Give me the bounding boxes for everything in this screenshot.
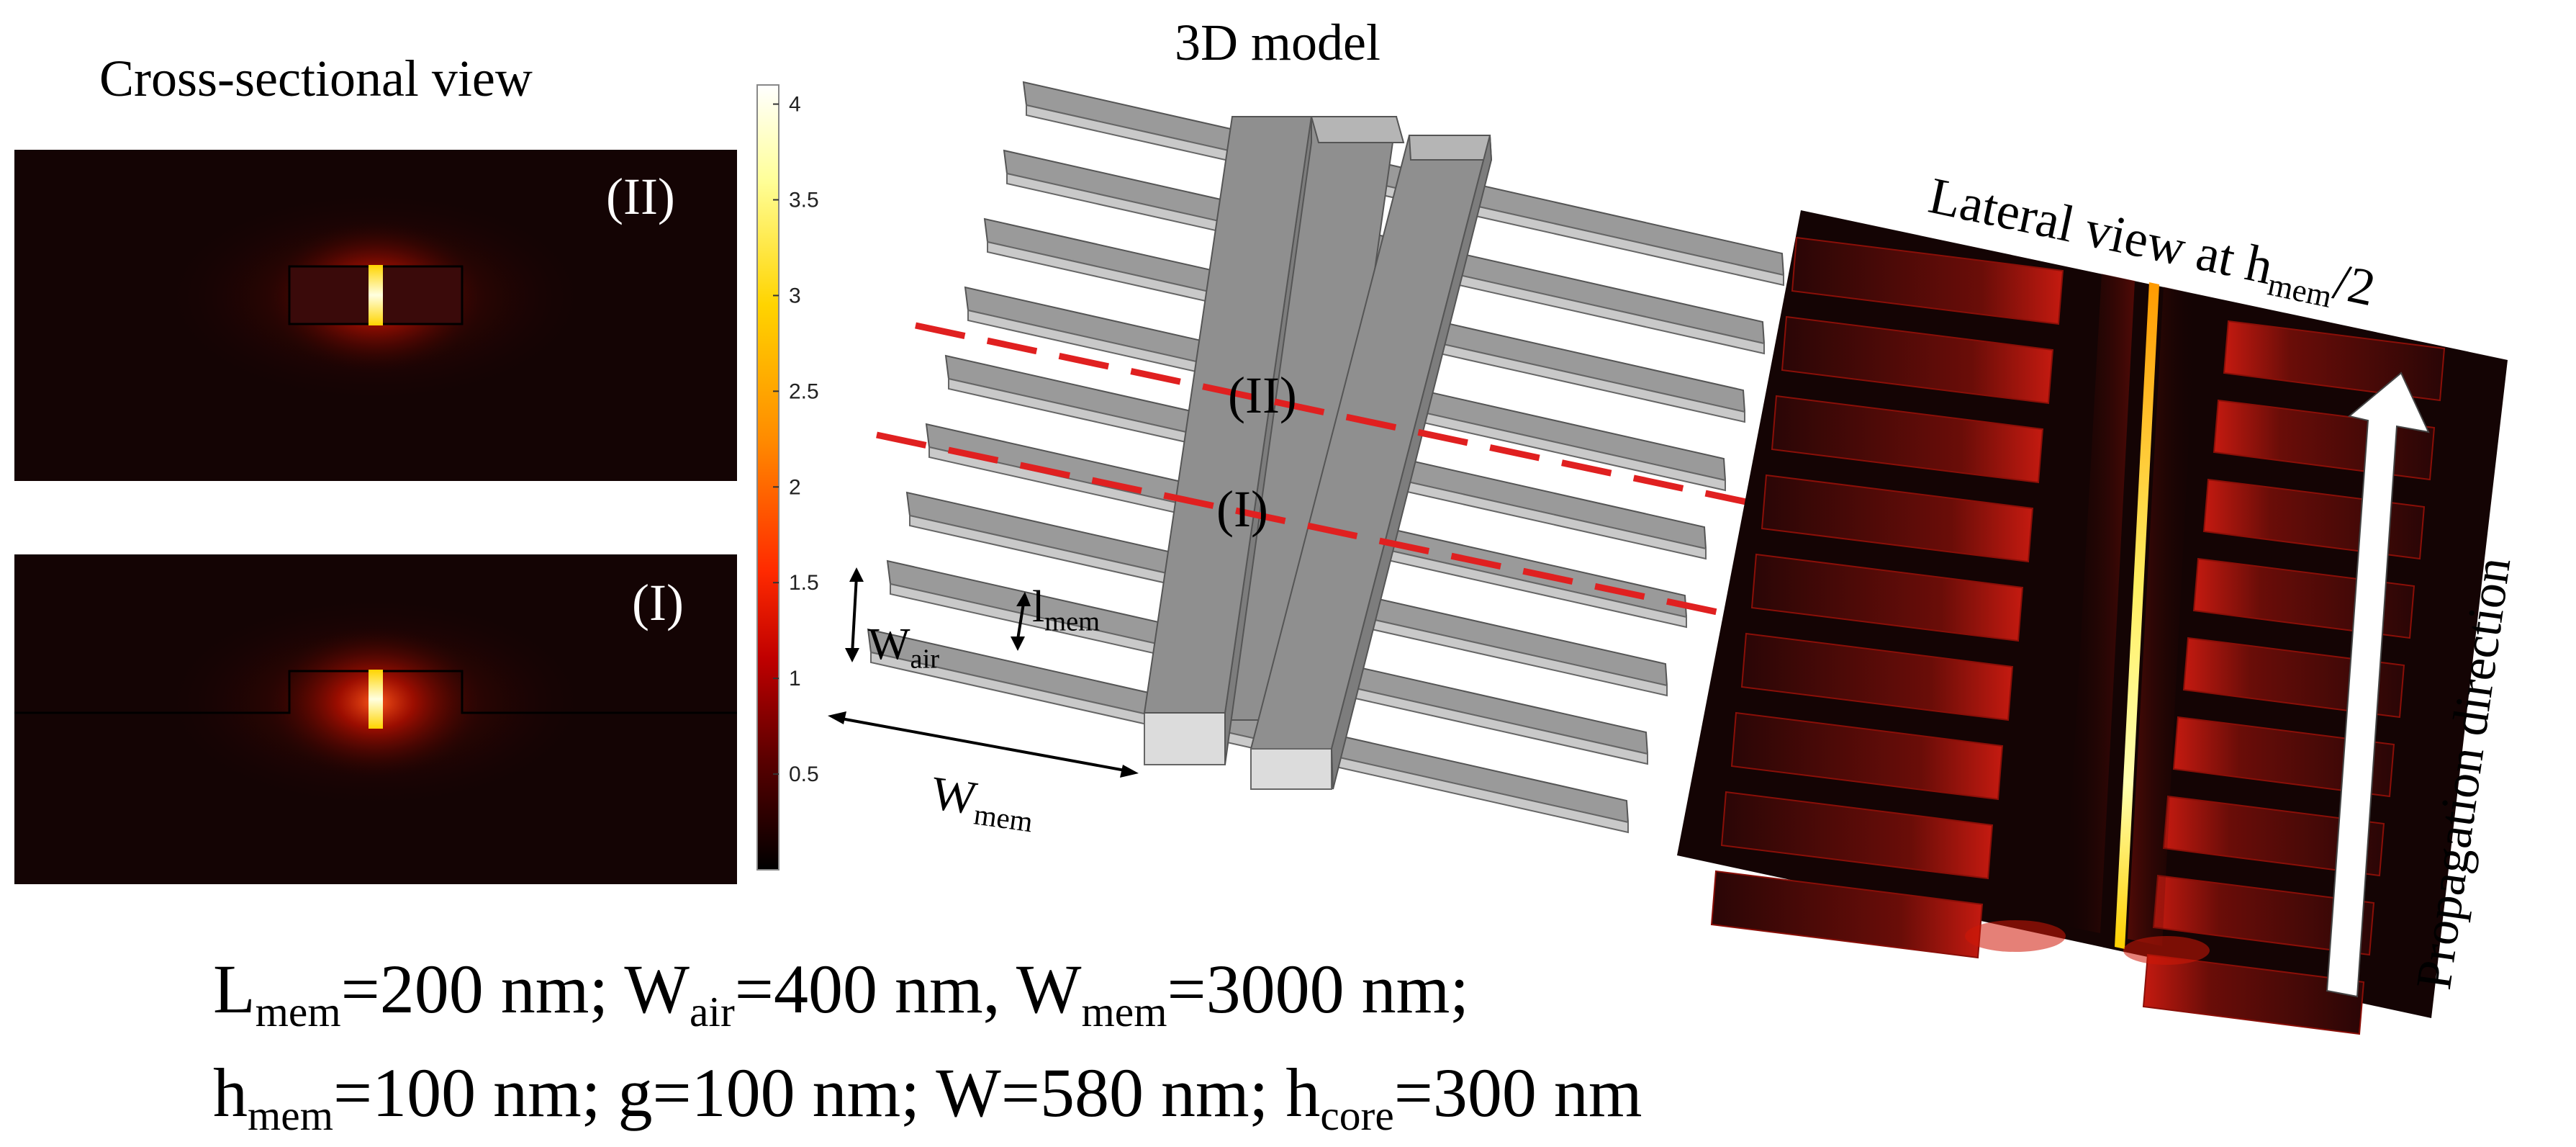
membrane-rung-edge <box>870 651 1629 834</box>
lateral-tooth-right <box>2142 953 2365 1035</box>
parameter-subscript: air <box>690 988 735 1036</box>
colorbar: 4 3.5 3 2.5 2 1.5 1 0.5 <box>756 84 819 871</box>
parameter-text: L <box>213 950 256 1027</box>
parameter-subscript: mem <box>248 1092 334 1140</box>
cross-section-title: Cross-sectional view <box>99 50 533 107</box>
colorbar-tick-label: 1.5 <box>789 571 819 595</box>
cross-section-ii <box>14 150 737 481</box>
parameter-text: =200 nm; W <box>340 950 690 1027</box>
slot-i <box>369 670 383 729</box>
colorbar-tick-label: 0.5 <box>789 763 819 786</box>
lateral-teeth <box>1710 236 2446 1035</box>
parameter-text: =300 nm <box>1393 1054 1642 1131</box>
w-mem-arrow <box>833 716 1134 773</box>
parameters-line-2: hmem=100 nm; g=100 nm; W=580 nm; hcore=3… <box>213 1053 1642 1137</box>
parameters-line-1: Lmem=200 nm; Wair=400 nm, Wmem=3000 nm; <box>213 949 1469 1033</box>
panel-label-ii: (II) <box>606 168 675 225</box>
panel-label-i: (I) <box>632 574 684 631</box>
parameter-text: h <box>213 1054 248 1131</box>
lateral-tooth-left <box>1730 711 2004 801</box>
parameter-subscript: core <box>1320 1092 1394 1140</box>
model-label-i: (I) <box>1216 480 1268 538</box>
model-label-ii: (II) <box>1228 366 1297 424</box>
cross-section-i <box>14 554 737 884</box>
colorbar-tick-label: 4 <box>789 93 801 117</box>
lateral-tooth-left <box>1720 791 1994 880</box>
lateral-view <box>1677 210 2508 1035</box>
lateral-slot <box>2115 282 2159 949</box>
l-mem-label: lmem <box>1032 582 1100 636</box>
w-air-symbol: W <box>868 620 910 669</box>
model-3d-title: 3D model <box>1175 14 1380 71</box>
lateral-tooth-left <box>1761 474 2034 563</box>
w-mem-symbol: W <box>928 766 980 825</box>
lateral-tooth-right <box>2223 320 2446 402</box>
lateral-tooth-left <box>1740 632 2014 721</box>
propagation-arrow <box>2326 372 2430 998</box>
lateral-tooth-left <box>1781 315 2054 405</box>
colorbar-tick-label: 3 <box>789 284 801 307</box>
colorbar-scale <box>756 84 779 871</box>
l-mem-arrow <box>1016 603 1025 640</box>
l-mem-subscript: mem <box>1044 606 1101 637</box>
parameter-text: =400 nm, W <box>734 950 1082 1027</box>
parameter-subscript: mem <box>1081 988 1167 1036</box>
parameter-subscript: mem <box>255 988 341 1036</box>
lateral-tooth-left <box>1791 236 2064 325</box>
parameter-text: =100 nm; g=100 nm; W=580 nm; h <box>333 1054 1321 1131</box>
lateral-tooth-left <box>1750 553 2024 642</box>
colorbar-tick-label: 2.5 <box>789 379 819 403</box>
colorbar-tick-label: 3.5 <box>789 189 819 212</box>
lateral-tooth-right <box>2172 716 2395 798</box>
parameter-text: =3000 nm; <box>1167 950 1469 1027</box>
model-3d <box>828 81 1785 834</box>
lateral-tooth-left <box>1771 395 2044 484</box>
colorbar-ticks: 4 3.5 3 2.5 2 1.5 1 0.5 <box>773 93 819 786</box>
lateral-tooth-left <box>1710 870 1984 959</box>
core-left <box>1143 116 1405 765</box>
w-air-arrow <box>851 575 858 655</box>
w-air-subscript: air <box>910 644 940 675</box>
w-air-label: Wair <box>868 619 939 673</box>
colorbar-tick-label: 1 <box>789 667 801 691</box>
l-mem-symbol: l <box>1032 583 1045 631</box>
core-right <box>1249 135 1493 790</box>
slot-ii <box>369 265 383 325</box>
colorbar-tick-label: 2 <box>789 475 801 499</box>
